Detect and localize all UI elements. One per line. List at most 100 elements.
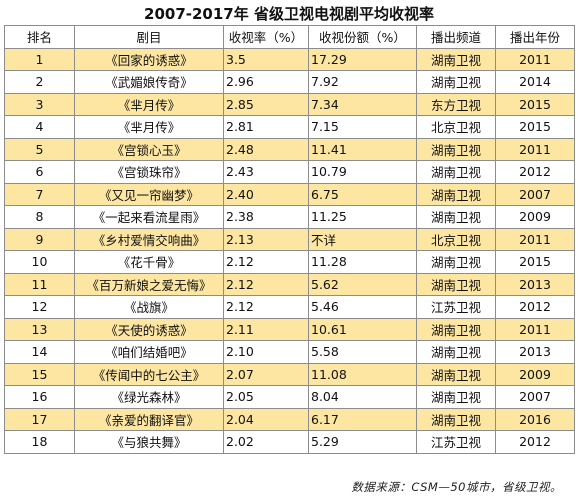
cell-rank: 8	[4, 205, 75, 229]
cell-title: 《宫锁珠帘》	[74, 160, 224, 184]
table-row: 16 《绿光森林》 2.05 8.04 湖南卫视 2007	[4, 385, 575, 409]
cell-rank: 14	[4, 340, 75, 364]
cell-channel: 湖南卫视	[416, 340, 496, 364]
header-rating: 收视率（%）	[223, 25, 309, 49]
cell-rank: 12	[4, 295, 75, 319]
cell-title: 《亲爱的翻译官》	[74, 407, 224, 431]
cell-channel: 湖南卫视	[416, 362, 496, 386]
table-row: 8 《一起来看流星雨》 2.38 11.25 湖南卫视 2009	[4, 205, 575, 229]
cell-share: 11.28	[308, 250, 417, 274]
table-row: 4 《芈月传》 2.81 7.15 北京卫视 2015	[4, 115, 575, 139]
cell-year: 2012	[495, 295, 575, 319]
cell-rating: 2.02	[223, 430, 309, 454]
cell-title: 《咱们结婚吧》	[74, 340, 224, 364]
table-row: 15 《传闻中的七公主》 2.07 11.08 湖南卫视 2009	[4, 362, 575, 386]
ratings-table: 排名 剧目 收视率（%） 收视份额（%） 播出频道 播出年份 1 《回家的诱惑》 3…	[4, 25, 575, 454]
table-row: 18 《与狼共舞》 2.02 5.29 江苏卫视 2012	[4, 430, 575, 454]
header-share: 收视份额（%）	[308, 25, 417, 49]
cell-channel: 湖南卫视	[416, 47, 496, 71]
cell-share: 7.92	[308, 70, 417, 94]
header-channel: 播出频道	[416, 25, 496, 49]
header-year: 播出年份	[495, 25, 575, 49]
table-row: 5 《宫锁心玉》 2.48 11.41 湖南卫视 2011	[4, 137, 575, 161]
cell-rank: 1	[4, 47, 75, 71]
table-row: 12 《战旗》 2.12 5.46 江苏卫视 2012	[4, 295, 575, 319]
table-row: 3 《芈月传》 2.85 7.34 东方卫视 2015	[4, 92, 575, 116]
table-body: 1 《回家的诱惑》 3.5 17.29 湖南卫视 2011 2 《武媚娘传奇》 2.96 7.92…	[4, 47, 575, 454]
cell-channel: 湖南卫视	[416, 160, 496, 184]
cell-rating: 2.10	[223, 340, 309, 364]
table-row: 10 《花千骨》 2.12 11.28 湖南卫视 2015	[4, 250, 575, 274]
cell-year: 2011	[495, 227, 575, 251]
cell-channel: 江苏卫视	[416, 430, 496, 454]
cell-channel: 湖南卫视	[416, 407, 496, 431]
cell-title: 《天使的诱惑》	[74, 317, 224, 341]
cell-title: 《一起来看流星雨》	[74, 205, 224, 229]
cell-share: 7.15	[308, 115, 417, 139]
cell-title: 《绿光森林》	[74, 385, 224, 409]
cell-year: 2009	[495, 205, 575, 229]
cell-title: 《战旗》	[74, 295, 224, 319]
cell-rating: 3.5	[223, 47, 309, 71]
source-note: 数据来源：CSM—50城市，省级卫视。	[351, 480, 562, 494]
cell-title: 《芈月传》	[74, 92, 224, 116]
header-rank: 排名	[4, 25, 75, 49]
cell-title: 《回家的诱惑》	[74, 47, 224, 71]
cell-rank: 4	[4, 115, 75, 139]
cell-rank: 10	[4, 250, 75, 274]
cell-channel: 北京卫视	[416, 227, 496, 251]
cell-share: 11.08	[308, 362, 417, 386]
cell-rank: 2	[4, 70, 75, 94]
cell-rank: 6	[4, 160, 75, 184]
cell-rank: 18	[4, 430, 75, 454]
table-row: 11 《百万新娘之爱无悔》 2.12 5.62 湖南卫视 2013	[4, 272, 575, 296]
cell-title: 《又见一帘幽梦》	[74, 182, 224, 206]
cell-channel: 湖南卫视	[416, 137, 496, 161]
cell-year: 2015	[495, 115, 575, 139]
table-row: 13 《天使的诱惑》 2.11 10.61 湖南卫视 2011	[4, 317, 575, 341]
cell-year: 2016	[495, 407, 575, 431]
cell-rating: 2.96	[223, 70, 309, 94]
cell-share: 11.41	[308, 137, 417, 161]
table-row: 7 《又见一帘幽梦》 2.40 6.75 湖南卫视 2007	[4, 182, 575, 206]
cell-title: 《花千骨》	[74, 250, 224, 274]
cell-year: 2012	[495, 430, 575, 454]
cell-rating: 2.81	[223, 115, 309, 139]
cell-rating: 2.12	[223, 295, 309, 319]
cell-channel: 江苏卫视	[416, 295, 496, 319]
cell-title: 《传闻中的七公主》	[74, 362, 224, 386]
cell-year: 2011	[495, 317, 575, 341]
cell-title: 《宫锁心玉》	[74, 137, 224, 161]
cell-rank: 3	[4, 92, 75, 116]
cell-rating: 2.43	[223, 160, 309, 184]
cell-rank: 15	[4, 362, 75, 386]
cell-title: 《武媚娘传奇》	[74, 70, 224, 94]
cell-rank: 17	[4, 407, 75, 431]
cell-rating: 2.12	[223, 250, 309, 274]
cell-rating: 2.07	[223, 362, 309, 386]
cell-rank: 13	[4, 317, 75, 341]
cell-channel: 湖南卫视	[416, 272, 496, 296]
table-row: 14 《咱们结婚吧》 2.10 5.58 湖南卫视 2013	[4, 340, 575, 364]
cell-channel: 湖南卫视	[416, 317, 496, 341]
cell-share: 5.58	[308, 340, 417, 364]
cell-year: 2007	[495, 385, 575, 409]
table-row: 1 《回家的诱惑》 3.5 17.29 湖南卫视 2011	[4, 47, 575, 71]
cell-title: 《乡村爱情交响曲》	[74, 227, 224, 251]
cell-share: 11.25	[308, 205, 417, 229]
cell-share: 5.46	[308, 295, 417, 319]
cell-year: 2013	[495, 272, 575, 296]
cell-channel: 湖南卫视	[416, 385, 496, 409]
cell-rank: 11	[4, 272, 75, 296]
cell-channel: 湖南卫视	[416, 205, 496, 229]
cell-channel: 湖南卫视	[416, 250, 496, 274]
cell-rating: 2.05	[223, 385, 309, 409]
cell-title: 《芈月传》	[74, 115, 224, 139]
table-row: 9 《乡村爱情交响曲》 2.13 不详 北京卫视 2011	[4, 227, 575, 251]
cell-year: 2011	[495, 47, 575, 71]
table-row: 17 《亲爱的翻译官》 2.04 6.17 湖南卫视 2016	[4, 407, 575, 431]
cell-rating: 2.11	[223, 317, 309, 341]
cell-share: 6.17	[308, 407, 417, 431]
cell-share: 5.29	[308, 430, 417, 454]
